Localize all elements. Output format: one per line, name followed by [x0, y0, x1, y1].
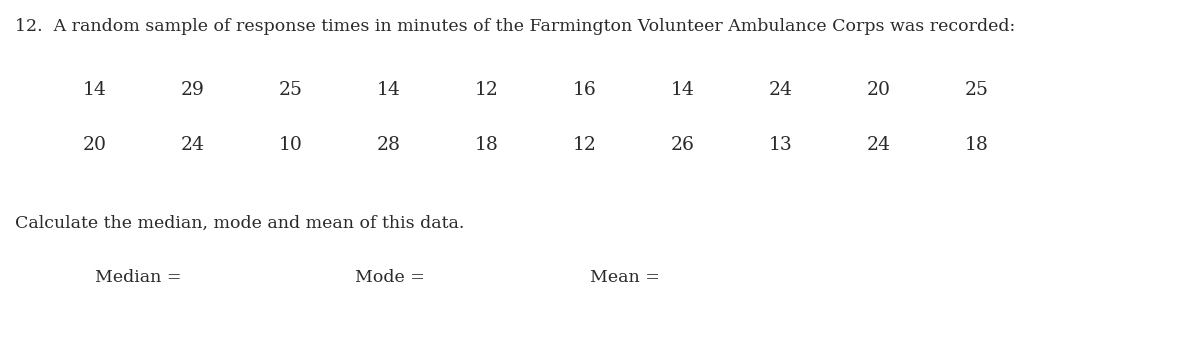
Text: 25: 25 [965, 81, 989, 99]
Text: 12.  A random sample of response times in minutes of the Farmington Volunteer Am: 12. A random sample of response times in… [16, 18, 1015, 35]
Text: Calculate the median, mode and mean of this data.: Calculate the median, mode and mean of t… [16, 215, 464, 232]
Text: 20: 20 [867, 81, 891, 99]
Text: 18: 18 [965, 136, 989, 154]
Text: 24: 24 [867, 136, 891, 154]
Text: 24: 24 [769, 81, 793, 99]
Text: 24: 24 [181, 136, 205, 154]
Text: 14: 14 [671, 81, 695, 99]
Text: Mean =: Mean = [590, 270, 660, 287]
Text: Median =: Median = [96, 270, 181, 287]
Text: 20: 20 [84, 136, 107, 154]
Text: 13: 13 [769, 136, 793, 154]
Text: 28: 28 [377, 136, 401, 154]
Text: 29: 29 [181, 81, 205, 99]
Text: 14: 14 [84, 81, 107, 99]
Text: 14: 14 [377, 81, 401, 99]
Text: 12: 12 [475, 81, 499, 99]
Text: 25: 25 [279, 81, 303, 99]
Text: 12: 12 [573, 136, 597, 154]
Text: 18: 18 [475, 136, 499, 154]
Text: Mode =: Mode = [355, 270, 425, 287]
Text: 10: 10 [279, 136, 303, 154]
Text: 16: 16 [573, 81, 597, 99]
Text: 26: 26 [671, 136, 695, 154]
